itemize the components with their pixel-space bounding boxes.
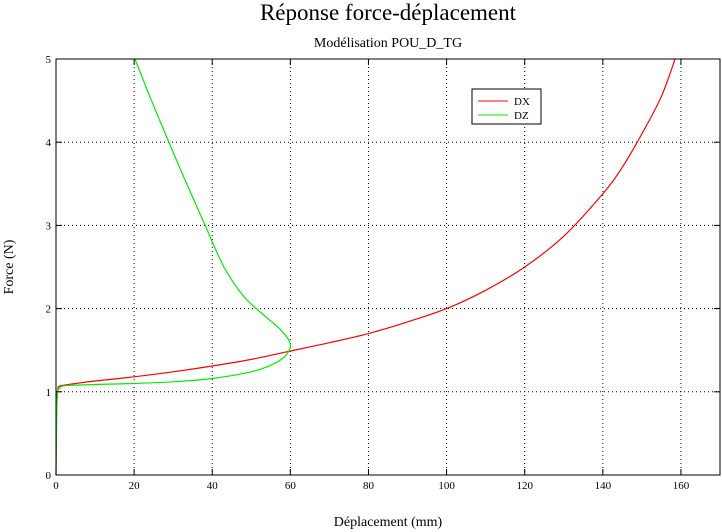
legend-box — [471, 88, 542, 125]
y-tick-label: 4 — [46, 137, 52, 149]
grid — [56, 59, 720, 475]
y-axis-label: Force (N) — [2, 239, 17, 294]
y-tick-label: 5 — [46, 54, 52, 66]
series-group — [55, 58, 676, 476]
legend: DX DZ — [471, 88, 542, 125]
y-tick-label: 2 — [46, 304, 52, 316]
x-axis-label: Déplacement (mm) — [334, 515, 443, 530]
chart-subtitle: Modélisation POU_D_TG — [314, 36, 462, 51]
x-tick-label: 140 — [595, 480, 612, 492]
x-tick-label: 40 — [207, 480, 219, 492]
plot-frame — [55, 58, 721, 476]
x-tick-label: 20 — [129, 480, 141, 492]
series-line-dz — [55, 58, 291, 476]
legend-label-dx: DX — [514, 96, 530, 108]
axis-ticks: 0 20 40 60 80 100 120 140 160 0 1 2 3 4 5 — [46, 54, 720, 492]
y-tick-label: 3 — [46, 220, 52, 232]
x-tick-label: 60 — [285, 480, 297, 492]
series-line-dx — [55, 58, 676, 476]
x-tick-label: 160 — [673, 480, 690, 492]
y-tick-label: 0 — [46, 470, 52, 482]
x-tick-label: 100 — [438, 480, 455, 492]
x-tick-label: 0 — [53, 480, 59, 492]
x-tick-label: 120 — [516, 480, 533, 492]
legend-label-dz: DZ — [514, 110, 529, 122]
chart-title: Réponse force-déplacement — [260, 0, 517, 25]
y-tick-label: 1 — [46, 387, 52, 399]
x-tick-label: 80 — [363, 480, 375, 492]
